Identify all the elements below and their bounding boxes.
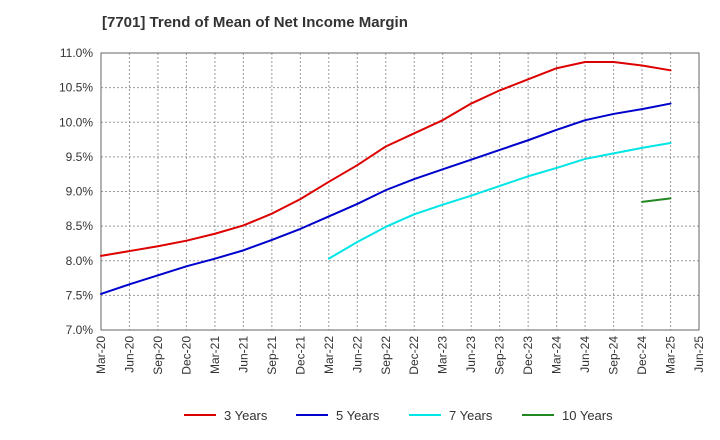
x-tick-label: Dec-21 — [293, 336, 307, 375]
x-tick-label: Jun-24 — [578, 336, 592, 373]
y-tick-label: 9.5% — [66, 150, 94, 164]
x-tick-label: Sep-20 — [151, 336, 165, 375]
x-tick-label: Jun-22 — [350, 336, 364, 373]
x-tick-label: Mar-25 — [664, 336, 678, 374]
x-tick-label: Mar-21 — [208, 336, 222, 374]
y-axis-ticks: 7.0% 7.5% 8.0% 8.5% 9.0% 9.5% 10.0% 10.5% 11.0% — [59, 46, 93, 337]
legend: 3 Years 5 Years 7 Years 10 Years — [184, 408, 613, 423]
x-tick-label: Jun-23 — [464, 336, 478, 373]
legend-label: 10 Years — [562, 408, 613, 423]
x-tick-label: Dec-24 — [635, 336, 649, 375]
legend-label: 7 Years — [449, 408, 493, 423]
x-tick-label: Mar-23 — [436, 336, 450, 374]
y-tick-label: 8.0% — [66, 254, 94, 268]
series-lines — [100, 61, 672, 295]
series-line — [327, 142, 672, 260]
x-tick-label: Dec-23 — [521, 336, 535, 375]
x-tick-label: Dec-20 — [179, 336, 193, 375]
legend-label: 3 Years — [224, 408, 268, 423]
x-tick-label: Jun-20 — [122, 336, 136, 373]
x-tick-label: Sep-23 — [493, 336, 507, 375]
x-tick-label: Sep-24 — [607, 336, 621, 375]
x-tick-label: Sep-21 — [265, 336, 279, 375]
series-line — [100, 61, 672, 257]
y-tick-label: 11.0% — [60, 46, 93, 60]
x-tick-label: Dec-22 — [407, 336, 421, 375]
x-tick-label: Sep-22 — [379, 336, 393, 375]
plot-frame — [100, 52, 700, 331]
grid-lines — [100, 52, 700, 331]
y-tick-label: 9.0% — [66, 185, 94, 199]
series-line — [100, 102, 672, 295]
series-line — [641, 197, 672, 203]
y-tick-label: 7.0% — [66, 323, 94, 337]
y-tick-label: 7.5% — [66, 288, 94, 302]
x-axis-ticks: Mar-20 Jun-20 Sep-20 Dec-20 Mar-21 Jun-21 Sep-… — [94, 336, 706, 375]
x-tick-label: Jun-21 — [236, 336, 250, 373]
x-tick-label: Jun-25 — [692, 336, 706, 373]
legend-label: 5 Years — [336, 408, 380, 423]
y-tick-label: 8.5% — [66, 219, 94, 233]
y-tick-label: 10.0% — [59, 115, 93, 129]
chart-title: [7701] Trend of Mean of Net Income Margi… — [102, 14, 408, 31]
x-tick-label: Mar-24 — [550, 336, 564, 374]
x-tick-label: Mar-20 — [94, 336, 108, 374]
x-tick-label: Mar-22 — [322, 336, 336, 374]
y-tick-label: 10.5% — [59, 81, 93, 95]
